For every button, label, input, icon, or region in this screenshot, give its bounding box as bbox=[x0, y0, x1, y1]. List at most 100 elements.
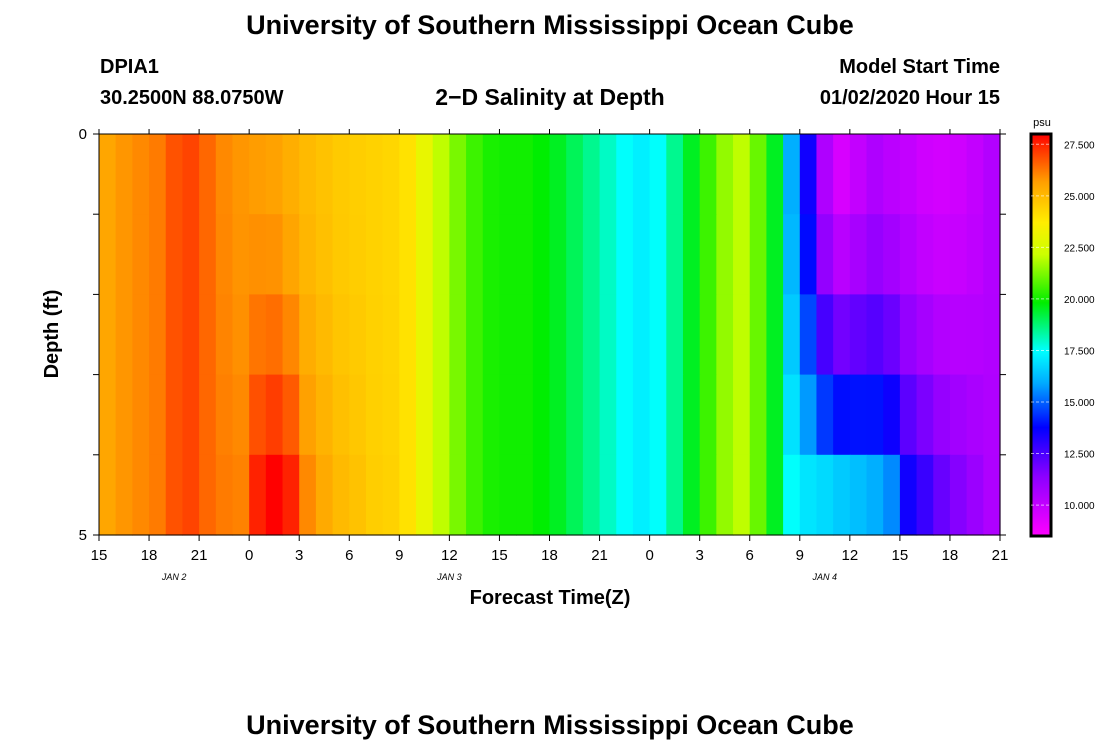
heatmap-cell bbox=[549, 134, 567, 215]
heatmap-cell bbox=[199, 214, 217, 295]
heatmap-cell bbox=[716, 294, 734, 376]
y-tick-label: 0 bbox=[79, 126, 87, 143]
heatmap-cell bbox=[99, 374, 117, 456]
colorbar-gradient bbox=[1029, 132, 1053, 538]
heatmap-cell bbox=[949, 134, 968, 215]
heatmap-cell bbox=[966, 454, 984, 536]
x-tick-label: 12 bbox=[441, 547, 458, 564]
heatmap-cell bbox=[149, 134, 167, 215]
x-tick-label: 0 bbox=[645, 547, 653, 564]
heatmap-cell bbox=[783, 374, 801, 456]
heatmap-cell bbox=[883, 374, 901, 456]
heatmap-cell bbox=[449, 454, 467, 536]
heatmap-cell bbox=[916, 214, 934, 295]
colorbar-tick-label: 15.000 bbox=[1064, 398, 1095, 409]
heatmap-cell bbox=[983, 294, 1001, 376]
heatmap-cell bbox=[582, 454, 601, 536]
heatmap-cell bbox=[132, 454, 150, 536]
heatmap-cell bbox=[182, 134, 200, 215]
heatmap-cell bbox=[432, 134, 450, 215]
heatmap-cell bbox=[666, 454, 684, 536]
heatmap-cell bbox=[966, 374, 984, 456]
colorbar-tick-label: 22.500 bbox=[1064, 243, 1095, 254]
heatmap-cell bbox=[716, 214, 734, 295]
heatmap-cell bbox=[682, 214, 701, 295]
heatmap-cell bbox=[99, 454, 117, 536]
heatmap-cell bbox=[616, 454, 634, 536]
heatmap-cell bbox=[332, 374, 350, 456]
heatmap-cell bbox=[566, 454, 584, 536]
heatmap-cell bbox=[933, 454, 951, 536]
heatmap-cell bbox=[399, 214, 417, 295]
heatmap-cell bbox=[416, 454, 434, 536]
colorbar-tick-label: 27.500 bbox=[1064, 140, 1095, 151]
heatmap-cell bbox=[616, 134, 634, 215]
heatmap-cell bbox=[599, 294, 617, 376]
heatmap-cell bbox=[933, 294, 951, 376]
heatmap-cell bbox=[983, 134, 1001, 215]
heatmap-cell bbox=[265, 294, 284, 376]
heatmap-cell bbox=[199, 134, 217, 215]
heatmap-cell bbox=[566, 374, 584, 456]
heatmap-cell bbox=[182, 454, 200, 536]
heatmap-cell bbox=[783, 294, 801, 376]
heatmap-cell bbox=[833, 374, 851, 456]
heatmap-cell bbox=[466, 454, 484, 536]
x-tick-label: 3 bbox=[695, 547, 703, 564]
x-tick-label: 3 bbox=[295, 547, 303, 564]
heatmap-cell bbox=[699, 454, 717, 536]
heatmap-cell bbox=[482, 294, 501, 376]
heatmap-cell bbox=[766, 134, 784, 215]
heatmap-cell bbox=[432, 374, 450, 456]
heatmap-cell bbox=[315, 214, 334, 295]
heatmap-cell bbox=[416, 294, 434, 376]
heatmap-cell bbox=[966, 134, 984, 215]
heatmap-cell bbox=[666, 134, 684, 215]
heatmap-cell bbox=[466, 214, 484, 295]
heatmap-cell bbox=[365, 294, 384, 376]
heatmap-cell bbox=[582, 214, 601, 295]
heatmap-cell bbox=[949, 294, 968, 376]
heatmap-cell bbox=[766, 454, 784, 536]
heatmap-cell bbox=[232, 134, 250, 215]
heatmap-cell bbox=[649, 374, 667, 456]
heatmap-cell bbox=[432, 214, 450, 295]
heatmap-cell bbox=[199, 374, 217, 456]
heatmap-cell bbox=[532, 374, 551, 456]
heatmap-cell bbox=[299, 214, 317, 295]
heatmap-cell bbox=[115, 134, 133, 215]
heatmap-cell bbox=[482, 134, 501, 215]
heatmap-cell bbox=[632, 214, 651, 295]
x-axis-label: Forecast Time(Z) bbox=[470, 587, 631, 609]
heatmap-cell bbox=[365, 214, 384, 295]
heatmap-cell bbox=[315, 374, 334, 456]
heatmap-cell bbox=[532, 294, 551, 376]
heatmap-cell bbox=[949, 214, 968, 295]
heatmap-cell bbox=[265, 134, 284, 215]
colorbar-tick-label: 10.000 bbox=[1064, 501, 1095, 512]
heatmap-cell bbox=[933, 374, 951, 456]
heatmap-cell bbox=[249, 294, 267, 376]
heatmap-cell bbox=[549, 374, 567, 456]
x-tick-label: 21 bbox=[191, 547, 208, 564]
heatmap-cell bbox=[916, 454, 934, 536]
y-tick-label: 5 bbox=[79, 527, 87, 544]
y-axis-ticks: 05 bbox=[79, 126, 1006, 544]
heatmap-cell bbox=[349, 294, 367, 376]
heatmap-cell bbox=[616, 374, 634, 456]
x-tick-label: 21 bbox=[591, 547, 608, 564]
heatmap-cell bbox=[365, 134, 384, 215]
colorbar-unit: psu bbox=[1033, 117, 1051, 129]
heatmap-cell bbox=[616, 294, 634, 376]
heatmap-cell bbox=[816, 294, 834, 376]
heatmap-cell bbox=[482, 454, 501, 536]
heatmap-cell bbox=[282, 454, 300, 536]
heatmap-cell bbox=[249, 374, 267, 456]
heatmap-cell bbox=[165, 294, 184, 376]
heatmap-cell bbox=[315, 454, 334, 536]
heatmap-cell bbox=[899, 374, 918, 456]
heatmap-cell bbox=[899, 294, 918, 376]
heatmap-cell bbox=[799, 134, 818, 215]
heatmap-cell bbox=[282, 134, 300, 215]
